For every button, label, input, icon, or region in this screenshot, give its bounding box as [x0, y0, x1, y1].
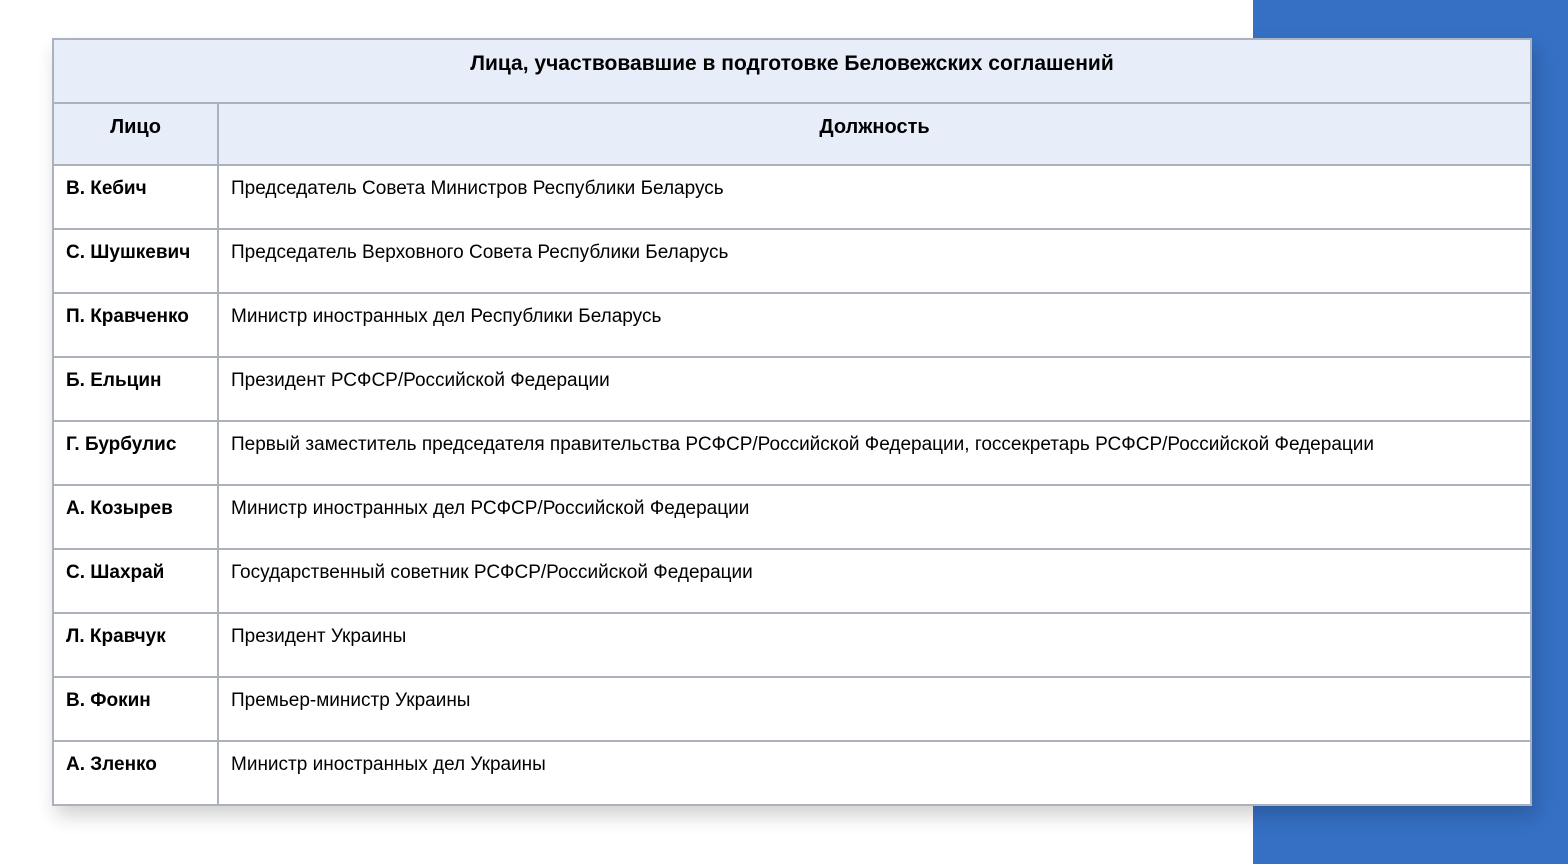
person-cell: П. Кравченко — [52, 292, 219, 358]
table-row: П. Кравченко Министр иностранных дел Респ… — [52, 292, 1532, 358]
table-row: С. Шушкевич Председатель Верховного Совет… — [52, 228, 1532, 294]
table-row: В. Кебич Председатель Совета Министров Ре… — [52, 164, 1532, 230]
table-row: В. Фокин Премьер-министр Украины — [52, 676, 1532, 742]
table-row: Б. Ельцин Президент РСФСР/Российской Феде… — [52, 356, 1532, 422]
person-cell: В. Кебич — [52, 164, 219, 230]
column-header-position: Должность — [217, 102, 1532, 166]
person-cell: Л. Кравчук — [52, 612, 219, 678]
person-cell: С. Шахрай — [52, 548, 219, 614]
table-title-row: Лица, участвовавшие в подготовке Беловеж… — [52, 38, 1532, 104]
position-cell: Министр иностранных дел РСФСР/Российской… — [217, 484, 1532, 550]
table-title: Лица, участвовавшие в подготовке Беловеж… — [52, 38, 1532, 104]
participants-table: Лица, участвовавшие в подготовке Беловеж… — [52, 38, 1532, 806]
participants-table-container: Лица, участвовавшие в подготовке Беловеж… — [52, 38, 1532, 806]
column-header-person: Лицо — [52, 102, 219, 166]
position-cell: Председатель Верховного Совета Республик… — [217, 228, 1532, 294]
position-cell: Государственный советник РСФСР/Российско… — [217, 548, 1532, 614]
column-header-row: Лицо Должность — [52, 102, 1532, 166]
person-cell: С. Шушкевич — [52, 228, 219, 294]
position-cell: Председатель Совета Министров Республики… — [217, 164, 1532, 230]
position-cell: Министр иностранных дел Украины — [217, 740, 1532, 806]
person-cell: А. Козырев — [52, 484, 219, 550]
table-row: А. Зленко Министр иностранных дел Украины — [52, 740, 1532, 806]
table-row: Г. Бурбулис Первый заместитель председате… — [52, 420, 1532, 486]
table-row: Л. Кравчук Президент Украины — [52, 612, 1532, 678]
position-cell: Министр иностранных дел Республики Белар… — [217, 292, 1532, 358]
person-cell: Г. Бурбулис — [52, 420, 219, 486]
position-cell: Президент РСФСР/Российской Федерации — [217, 356, 1532, 422]
table-row: С. Шахрай Государственный советник РСФСР/… — [52, 548, 1532, 614]
person-cell: А. Зленко — [52, 740, 219, 806]
position-cell: Президент Украины — [217, 612, 1532, 678]
person-cell: В. Фокин — [52, 676, 219, 742]
position-cell: Первый заместитель председателя правител… — [217, 420, 1532, 486]
person-cell: Б. Ельцин — [52, 356, 219, 422]
table-body: В. Кебич Председатель Совета Министров Ре… — [52, 164, 1532, 806]
position-cell: Премьер-министр Украины — [217, 676, 1532, 742]
table-row: А. Козырев Министр иностранных дел РСФСР/… — [52, 484, 1532, 550]
